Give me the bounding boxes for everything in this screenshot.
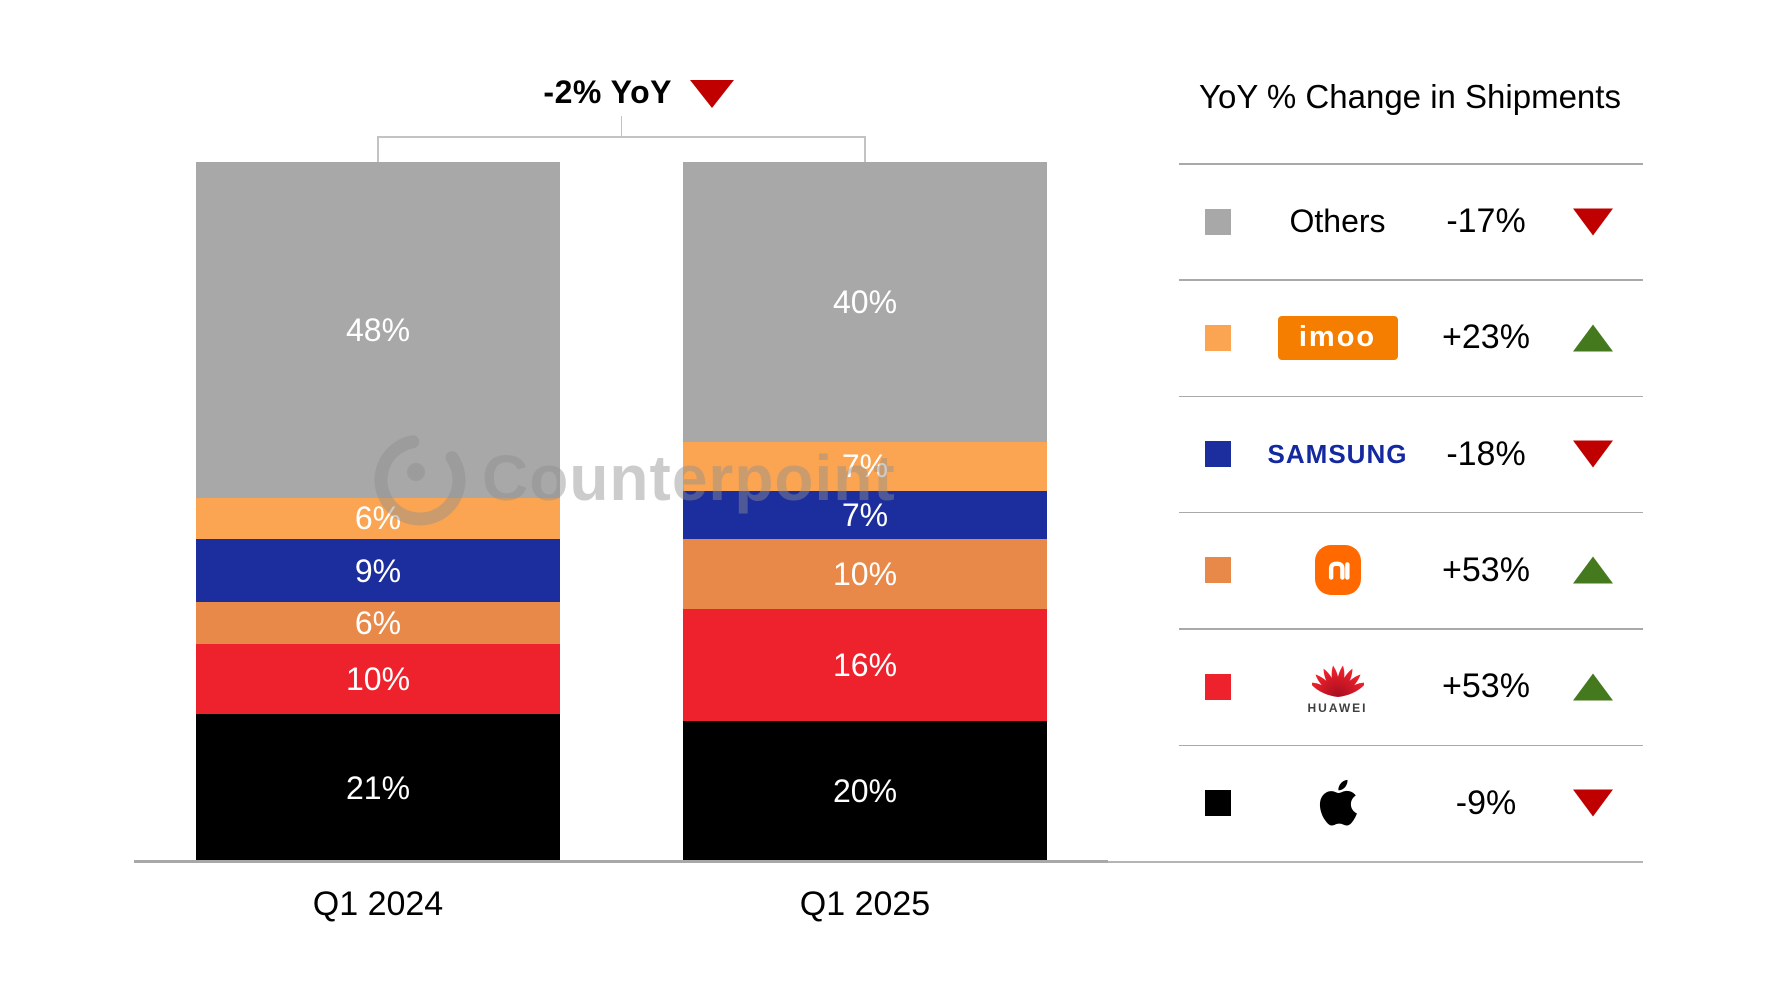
- bracket-drop-right: [864, 136, 866, 162]
- legend-swatch-huawei: [1205, 673, 1231, 700]
- legend-brand-xiaomi: [1245, 513, 1430, 628]
- bar-segment-huawei: 16%: [683, 609, 1047, 722]
- legend-divider: [1179, 395, 1643, 398]
- legend-row-imoo: imoo +23%: [1179, 280, 1643, 395]
- legend-swatch-samsung: [1205, 441, 1231, 468]
- bar-segment-others: 40%: [683, 162, 1047, 442]
- huawei-caption-text: HUAWEI: [1307, 700, 1368, 715]
- bar-segment-imoo: 6%: [196, 497, 560, 540]
- stacked-bar-q1-2024: 48% 6% 9% 6% 10% 21%: [196, 162, 560, 861]
- xiaomi-logo-icon: [1314, 545, 1361, 596]
- bar-segment-label: 10%: [345, 661, 411, 698]
- bar-segment-samsung: 7%: [683, 490, 1047, 540]
- legend-label-others: Others: [1289, 203, 1386, 239]
- bracket-horizontal: [378, 136, 865, 138]
- x-axis-label-q1-2025: Q1 2025: [799, 885, 931, 923]
- legend-brand-huawei: HUAWEI: [1245, 629, 1430, 744]
- legend-change-imoo: +23%: [1442, 318, 1530, 357]
- bar-segment-xiaomi: 10%: [683, 539, 1047, 610]
- bar-segment-label: 48%: [345, 311, 411, 348]
- legend-divider: [1179, 279, 1643, 281]
- apple-logo-icon: [1319, 779, 1357, 826]
- bar-segment-label: 6%: [354, 500, 402, 537]
- down-triangle-icon: [1573, 440, 1613, 468]
- bar-segment-label: 7%: [841, 496, 889, 533]
- bar-segment-label: 9%: [354, 552, 402, 589]
- bracket-stem: [620, 116, 623, 136]
- legend-row-xiaomi: +53%: [1179, 513, 1643, 628]
- legend-title: YoY % Change in Shipments: [1199, 78, 1621, 115]
- chart-title: -2% YoY: [543, 74, 672, 110]
- legend-swatch-others: [1205, 208, 1231, 235]
- legend-divider: [1179, 511, 1643, 514]
- x-axis-line-extension: [1108, 861, 1643, 863]
- up-triangle-icon: [1573, 556, 1613, 584]
- legend-swatch-xiaomi: [1205, 557, 1231, 584]
- legend-change-others: -17%: [1446, 202, 1526, 240]
- up-triangle-icon: [1573, 324, 1613, 352]
- huawei-logo-icon: HUAWEI: [1308, 659, 1368, 715]
- legend-swatch-apple: [1205, 790, 1231, 816]
- up-triangle-icon: [1573, 673, 1613, 701]
- legend-divider: [1179, 744, 1643, 746]
- bar-segment-label: 10%: [832, 556, 898, 593]
- legend-row-huawei: HUAWEI +53%: [1179, 629, 1643, 744]
- legend-brand-imoo: imoo: [1245, 280, 1430, 395]
- bar-segment-imoo: 7%: [683, 441, 1047, 491]
- bar-segment-label: 7%: [841, 448, 889, 485]
- legend-brand-apple: [1245, 746, 1430, 861]
- legend-row-samsung: SAMSUNG -18%: [1179, 397, 1643, 512]
- bar-segment-others: 48%: [196, 162, 560, 498]
- bar-segment-label: 6%: [354, 605, 402, 642]
- legend-change-xiaomi: +53%: [1442, 550, 1530, 589]
- legend-row-apple: -9%: [1179, 746, 1643, 861]
- bar-segment-label: 40%: [832, 283, 898, 320]
- legend-row-others: Others -17%: [1179, 164, 1643, 279]
- imoo-logo-icon: imoo: [1277, 315, 1398, 360]
- samsung-wordmark-text: SAMSUNG: [1267, 438, 1408, 469]
- legend-swatch-imoo: [1205, 324, 1231, 351]
- x-axis-line: [134, 860, 1108, 863]
- down-triangle-icon: [1573, 789, 1613, 817]
- stacked-bar-q1-2025: 40% 7% 7% 10% 16% 20%: [683, 162, 1047, 861]
- bar-segment-label: 16%: [832, 647, 898, 684]
- imoo-wordmark-text: imoo: [1298, 321, 1377, 354]
- legend-change-samsung: -18%: [1446, 434, 1526, 473]
- bar-segment-samsung: 9%: [196, 539, 560, 603]
- legend-brand-others: Others: [1245, 164, 1430, 279]
- bar-segment-apple: 20%: [683, 721, 1047, 861]
- x-axis-label-q1-2024: Q1 2024: [312, 885, 444, 923]
- bar-segment-label: 20%: [832, 773, 898, 810]
- legend-change-huawei: +53%: [1442, 667, 1530, 706]
- down-triangle-icon: [1573, 208, 1613, 235]
- legend-brand-samsung: SAMSUNG: [1245, 397, 1430, 512]
- bracket-drop-left: [377, 136, 379, 162]
- bar-segment-xiaomi: 6%: [196, 602, 560, 645]
- bar-segment-apple: 21%: [196, 714, 560, 861]
- bar-segment-label: 21%: [345, 769, 411, 806]
- legend-divider: [1179, 163, 1643, 165]
- legend-change-apple: -9%: [1455, 783, 1517, 822]
- yoy-down-triangle-icon: [690, 80, 734, 108]
- bar-segment-huawei: 10%: [196, 644, 560, 715]
- legend-divider: [1179, 628, 1643, 630]
